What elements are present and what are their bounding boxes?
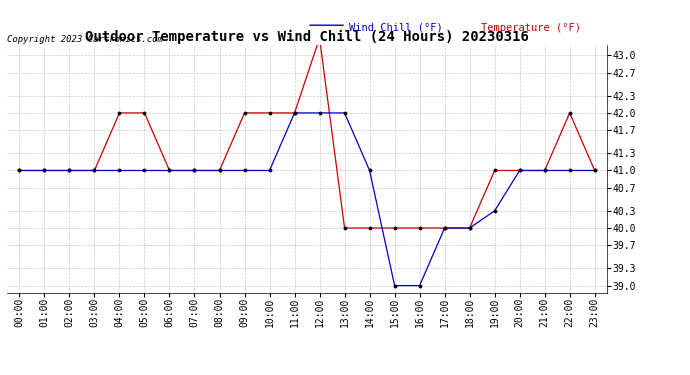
Text: Temperature (°F): Temperature (°F) — [481, 23, 581, 33]
Text: Wind Chill (°F): Wind Chill (°F) — [349, 23, 443, 33]
Title: Outdoor Temperature vs Wind Chill (24 Hours) 20230316: Outdoor Temperature vs Wind Chill (24 Ho… — [85, 30, 529, 44]
Text: Copyright 2023 Cartronics.com: Copyright 2023 Cartronics.com — [7, 35, 163, 44]
